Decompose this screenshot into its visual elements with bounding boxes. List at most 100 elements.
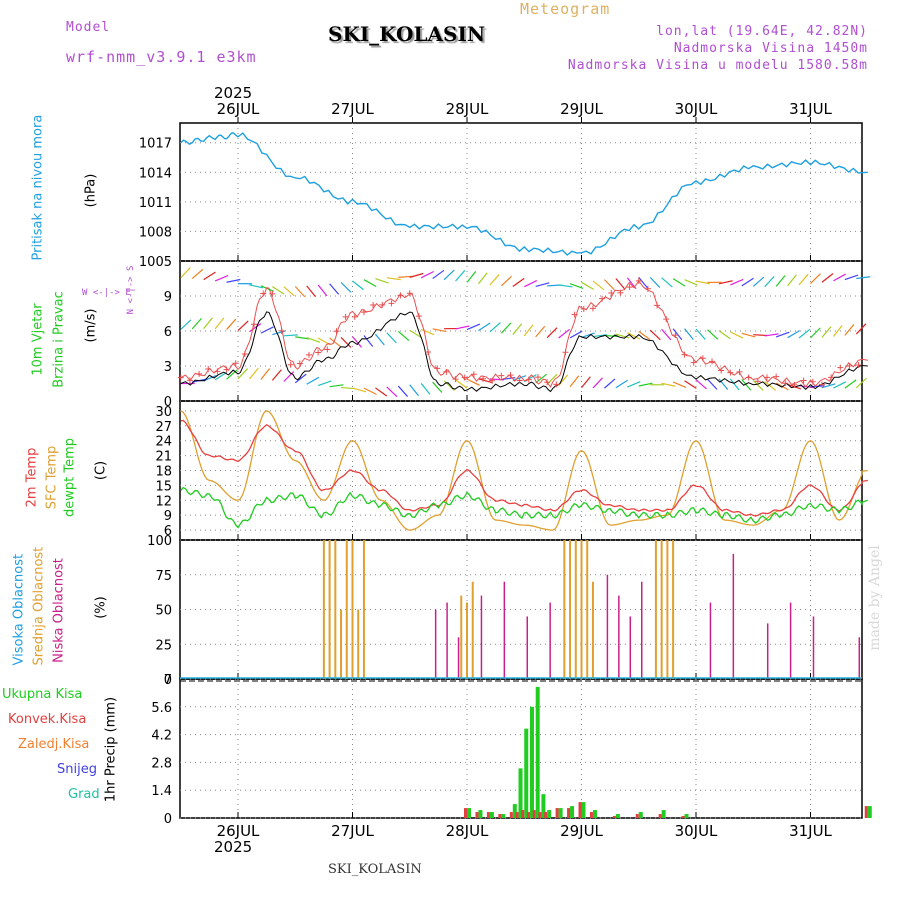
wind-arrow [604,378,616,389]
wind-gust-marker [251,321,258,328]
wind-gust-marker [544,379,551,386]
wind-gust-marker [589,305,596,312]
wind-arrow [260,326,274,334]
precip-ytick: 1.4 [151,784,172,799]
wind-gust-marker [315,349,322,356]
wind-arrow [764,333,779,337]
precip-ytick: 2.8 [151,756,172,771]
wind-arrow [730,331,744,339]
precip-total-bar [684,814,689,818]
wind-arrow [638,382,653,387]
cloud-ytick: 25 [155,638,172,653]
wind-arrow [375,387,388,397]
wind-arrow [764,275,775,288]
wind-arrow [214,317,225,330]
cloud-ytick: 100 [147,534,172,549]
wind-arrow [271,369,282,381]
wind-gust-marker [773,373,780,380]
wind-arrow [214,274,229,282]
wind-arrow [844,379,857,389]
precip-conv-bar [578,802,582,818]
precip-total-bar [501,814,506,818]
wind-gust-marker [571,311,578,318]
wind-arrow [443,269,455,281]
cloud-ytick: 75 [155,569,172,584]
wind-gust-marker [186,377,193,384]
wind-gust-marker [205,366,212,373]
wind-arrow [810,273,821,285]
wind-gust-marker [214,368,221,375]
wind-arrow [512,323,523,335]
wind-gust-marker [223,366,230,373]
date-tick-bottom: 30JUL [675,822,718,840]
wind-arrow [455,270,466,282]
precip-legend-hail: Grad [68,787,100,802]
wind-arrow [775,275,786,287]
precip-total-bar [512,804,517,818]
wind-arrow [283,334,298,337]
wind-arrow [283,286,295,297]
wind-gust-marker [269,290,276,297]
wind-arrow [661,328,672,341]
wind-arrow [707,378,718,390]
wind-arrow [581,281,594,290]
wind-gust-marker [370,301,377,308]
wind-arrow [306,376,320,385]
wind-arrow [329,337,341,348]
wind-compass-we: W <-|-> E [82,288,131,298]
wind-arrow [317,284,328,297]
wind-arrow [741,332,756,338]
wind-arrow [558,284,573,288]
precip-total-bar [661,810,666,818]
wind-arrow [661,382,676,387]
wind-gust-marker [406,290,413,297]
date-tick-bottom: 31JUL [789,822,832,840]
precip-conv-bar [538,812,542,818]
wind-arrow [489,274,500,286]
elevation-label: Nadmorska Visina 1450m [673,41,868,56]
wind-arrow [718,378,729,391]
wind-arrow [500,322,512,334]
wind-arrow [523,280,538,288]
wind-gust-marker [470,371,477,378]
wind-arrow [661,277,673,288]
wind-arrow [535,325,546,338]
wind-arrow [237,320,249,331]
wind-ytick: 9 [164,290,172,305]
wind-gust-marker [534,374,541,381]
wind-arrow [340,337,352,348]
precip-ytick: 7 [164,673,172,688]
wind-gust-marker [580,306,587,313]
wind-arrow [191,268,204,279]
precip-conv-bar [658,814,662,818]
date-tick-top: 30JUL [675,100,718,118]
wind-gust-marker [525,376,532,383]
wind-arrow [375,278,389,284]
wind-arrow [294,373,307,384]
wind-arrow [260,285,274,292]
wind-gust-marker [828,374,835,381]
wind-gust-marker [699,355,706,362]
precip-conv-bar [475,812,479,818]
wind-arrow [535,373,548,384]
precip-total-bar [581,802,586,818]
wind-gust-marker [745,374,752,381]
precip-total-bar [592,810,597,818]
wind-gust-marker [177,374,184,381]
temp-ytick: 12 [155,494,172,509]
wind-arrow [627,381,641,388]
wind-arrow [569,375,580,388]
model-elevation-label: Nadmorska Visina u modelu 1580.58m [567,58,868,73]
date-tick-bottom: 28JUL [446,822,489,840]
wind-arrow [226,278,241,283]
precip-total-bar [558,808,563,818]
wind-arrow [432,328,447,333]
wind-arrow [455,379,468,389]
precip-conv-bar [532,810,536,818]
wind-arrow [409,272,424,278]
wind-arrow [191,317,202,330]
wind-arrow [203,317,213,330]
wind-arrow [649,329,661,341]
wind-arrow [443,380,455,391]
